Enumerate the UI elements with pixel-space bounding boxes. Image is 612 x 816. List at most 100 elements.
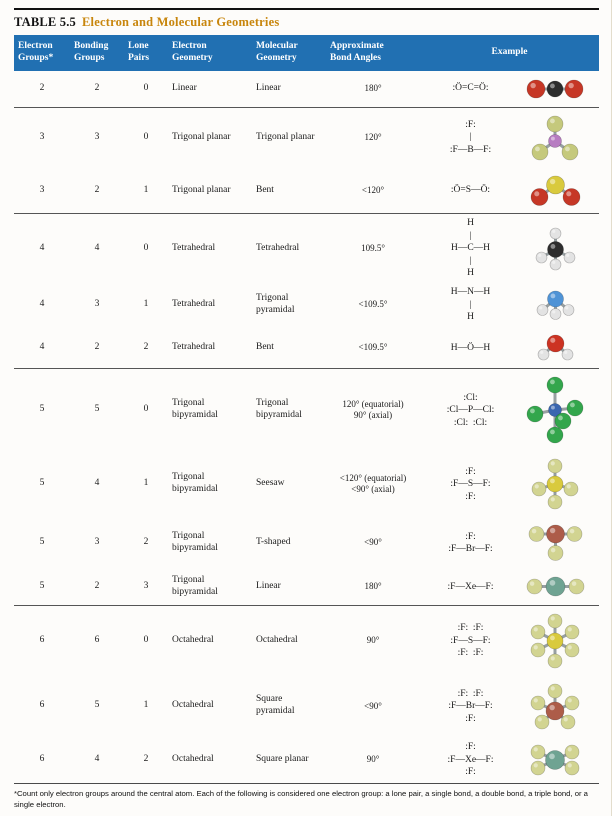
- cell-bonding-groups: 3: [94, 537, 100, 548]
- lewis-structure-BrF5: :F: :F: :F—Br—F: :F:: [448, 688, 493, 724]
- cell-example: :Cl: :Cl—P—Cl: :Cl: :Cl:: [420, 369, 599, 451]
- cell-electron-groups: 6: [39, 700, 45, 711]
- lewis-structure-CO2: :Ö=C=Ö:: [452, 83, 489, 94]
- cell-electron-groups: 4: [39, 242, 45, 253]
- cell-electron-geometry: Octahedral: [172, 753, 214, 764]
- lewis-structure-BF3: :F: | :F—B—F:: [449, 119, 492, 155]
- cell-bond-angles: <109.5°: [358, 299, 388, 310]
- molecule-image-wrap: [515, 111, 595, 165]
- cell-molecular-geometry: T-shaped: [256, 537, 291, 548]
- molecule-image-wrap: [515, 330, 595, 365]
- cell-bonding-groups: 2: [94, 82, 100, 93]
- cell-electron-geometry: Trigonal bipyramidal: [172, 574, 218, 597]
- cell-electron-groups: 5: [39, 580, 45, 591]
- header-cell-electron-geometry: Electron Geometry: [172, 41, 213, 64]
- header-cell-electron-groups: Electron Groups*: [18, 41, 54, 64]
- molecule-image-wrap: [515, 75, 595, 103]
- cell-molecular-geometry: Trigonal pyramidal: [256, 293, 295, 316]
- lewis-structure-H2O: H—Ö—H: [450, 342, 491, 353]
- table-number: TABLE 5.5: [14, 15, 76, 29]
- lewis-structure-SF6: :F: :F: :F—S—F: :F: :F:: [450, 623, 491, 659]
- lewis-structure-SO2: :Ö=S—Ö:: [450, 185, 491, 196]
- cell-electron-geometry: Tetrahedral: [172, 242, 216, 253]
- cell-bond-angles: <120°: [361, 184, 385, 195]
- header-cell-bond-angles: Approximate Bond Angles: [330, 41, 384, 64]
- molecule-image-wrap: [515, 223, 595, 275]
- cell-bond-angles: <90°: [364, 700, 382, 711]
- table-body: 2 2 0 Linear Linear 180° :Ö=C=Ö: 3 3 0 Trigonal pl…: [14, 71, 599, 784]
- molecule-image-wrap: [515, 609, 595, 673]
- molecule-image-wrap: [515, 286, 595, 325]
- cell-bonding-groups: 2: [94, 580, 100, 591]
- cell-lone-pairs: 1: [143, 299, 149, 310]
- molecule-image-wrap: [515, 740, 595, 780]
- cell-lone-pairs: 2: [143, 537, 149, 548]
- cell-electron-geometry: Tetrahedral: [172, 341, 216, 352]
- cell-molecular-geometry: Octahedral: [256, 634, 298, 645]
- lewis-structure-CH4: H | H—C—H | H: [450, 218, 491, 279]
- molecule-model-H2O: [537, 335, 573, 361]
- cell-bond-angles: <120° (equatorial) <90° (axial): [339, 473, 407, 495]
- cell-electron-geometry: Octahedral: [172, 700, 214, 711]
- cell-bonding-groups: 4: [94, 753, 100, 764]
- table-row-12: 6 5 1 Octahedral Square pyramidal <90°:F: :F:…: [14, 676, 599, 737]
- cell-molecular-geometry: Bent: [256, 341, 274, 352]
- header-cell-bonding-groups: Bonding Groups: [74, 41, 109, 64]
- cell-electron-groups: 6: [39, 753, 45, 764]
- cell-electron-groups: 3: [39, 184, 45, 195]
- cell-example: H | H—C—H | H: [420, 214, 599, 283]
- cell-example: :F: :F—Xe—F: :F:: [420, 737, 599, 783]
- cell-example: :F—Xe—F:: [420, 569, 599, 605]
- cell-lone-pairs: 2: [143, 753, 149, 764]
- table-row-10: 5 2 3 Trigonal bipyramidal Linear 180°:F—Xe—F…: [14, 569, 599, 606]
- molecule-model-CH4: [535, 227, 575, 270]
- table-row-3: 3 2 1 Trigonal planar Bent <120°:Ö=S—Ö:: [14, 168, 599, 215]
- molecule-image-wrap: [515, 372, 595, 448]
- cell-bonding-groups: 3: [94, 131, 100, 142]
- cell-molecular-geometry: Linear: [256, 82, 281, 93]
- cell-example: :F: :F—Br—F:: [420, 517, 599, 569]
- cell-example: :F: :F—S—F: :F:: [420, 451, 599, 517]
- molecule-model-PCl5: [526, 377, 584, 444]
- cell-bond-angles: 180°: [364, 83, 382, 94]
- molecule-model-BF3: [531, 115, 579, 160]
- header-cell-example: Example: [491, 47, 528, 58]
- cell-lone-pairs: 0: [143, 131, 149, 142]
- cell-electron-groups: 5: [39, 404, 45, 415]
- cell-electron-geometry: Trigonal planar: [172, 131, 231, 142]
- cell-example: :Ö=S—Ö:: [420, 168, 599, 214]
- table-row-4: 4 4 0 Tetrahedral Tetrahedral 109.5° H | H—C—H…: [14, 214, 599, 283]
- cell-molecular-geometry: Tetrahedral: [256, 242, 300, 253]
- cell-electron-geometry: Octahedral: [172, 634, 214, 645]
- cell-example: :F: :F: :F—S—F: :F: :F:: [420, 606, 599, 676]
- molecule-image-wrap: [515, 454, 595, 514]
- table-row-7: 5 5 0 Trigonal bipyramidal Trigonal bipyrami…: [14, 369, 599, 451]
- cell-electron-groups: 4: [39, 341, 45, 352]
- molecule-image-wrap: [515, 171, 595, 211]
- lewis-structure-SF4: :F: :F—S—F: :F:: [450, 466, 491, 502]
- cell-electron-geometry: Tetrahedral: [172, 299, 216, 310]
- cell-lone-pairs: 0: [143, 82, 149, 93]
- cell-electron-groups: 2: [39, 82, 45, 93]
- table-caption: Electron and Molecular Geometries: [82, 15, 280, 29]
- molecule-model-SF4: [531, 459, 579, 510]
- cell-bond-angles: 180°: [364, 581, 382, 592]
- table-footnote: *Count only electron groups around the c…: [14, 788, 588, 809]
- table-row-6: 4 2 2 Tetrahedral Bent <109.5° H—Ö—H: [14, 327, 599, 370]
- cell-lone-pairs: 2: [143, 341, 149, 352]
- cell-bond-angles: 90°: [366, 635, 380, 646]
- molecule-model-NH3: [536, 290, 574, 320]
- cell-electron-geometry: Linear: [172, 82, 197, 93]
- cell-electron-geometry: Trigonal planar: [172, 184, 231, 195]
- cell-lone-pairs: 1: [143, 700, 149, 711]
- cell-molecular-geometry: Square planar: [256, 753, 309, 764]
- cell-example: :Ö=C=Ö:: [420, 71, 599, 107]
- header-cell-lone-pairs: Lone Pairs: [128, 41, 150, 64]
- cell-bonding-groups: 3: [94, 299, 100, 310]
- cell-bonding-groups: 4: [94, 478, 100, 489]
- molecule-image-wrap: [515, 679, 595, 734]
- cell-lone-pairs: 1: [143, 184, 149, 195]
- table-title: TABLE 5.5 Electron and Molecular Geometri…: [14, 8, 599, 35]
- cell-bonding-groups: 2: [94, 184, 100, 195]
